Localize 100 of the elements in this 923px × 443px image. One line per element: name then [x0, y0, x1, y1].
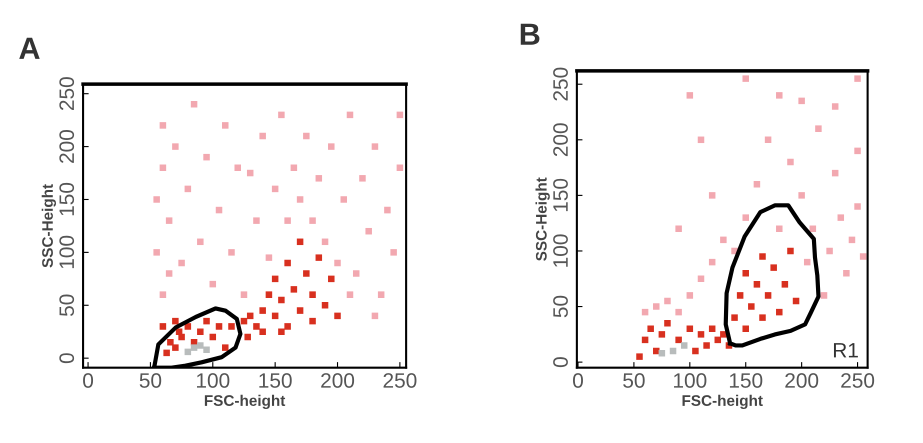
point: [316, 175, 322, 182]
x-tick-label: 200: [785, 373, 818, 388]
point: [163, 350, 170, 356]
y-tick-label: 200: [553, 123, 568, 156]
point: [253, 217, 260, 224]
point: [210, 280, 216, 288]
y-tick-label: 100: [59, 236, 74, 268]
point: [190, 101, 198, 108]
point: [352, 270, 360, 277]
point: [664, 298, 671, 304]
x-tick-label: 250: [841, 373, 874, 388]
point: [184, 348, 192, 356]
point: [272, 276, 278, 282]
point: [172, 344, 179, 351]
point: [708, 192, 716, 199]
annotation: R1: [834, 343, 858, 358]
point: [203, 318, 210, 324]
point: [742, 214, 749, 221]
y-tick-label: 250: [553, 68, 568, 101]
point: [259, 328, 266, 335]
point: [166, 217, 172, 224]
x-axis-title: FSC-height: [204, 394, 286, 410]
point: [748, 303, 755, 310]
point: [160, 323, 166, 330]
point: [642, 336, 648, 344]
point: [172, 318, 179, 324]
point: [860, 253, 866, 260]
point: [782, 281, 788, 288]
point: [166, 270, 172, 277]
point: [664, 320, 671, 326]
point: [153, 249, 160, 256]
point: [384, 206, 391, 214]
point: [160, 291, 166, 298]
point: [686, 92, 694, 99]
point: [266, 254, 272, 261]
point: [731, 314, 738, 321]
point: [278, 328, 285, 335]
point: [686, 292, 694, 299]
point: [396, 112, 404, 118]
point: [153, 196, 160, 203]
point: [776, 308, 783, 316]
point: [670, 348, 676, 354]
point: [798, 98, 805, 104]
point: [197, 328, 204, 335]
point: [272, 186, 278, 192]
point: [720, 236, 727, 244]
point: [178, 334, 185, 340]
point: [675, 225, 682, 232]
point: [246, 312, 254, 320]
point: [216, 323, 222, 330]
x-tick-label: 0: [83, 373, 94, 388]
point: [228, 249, 235, 256]
point: [787, 158, 794, 166]
point: [759, 314, 766, 321]
point: [240, 291, 248, 298]
point: [686, 326, 694, 332]
point: [197, 238, 204, 246]
point: [642, 308, 648, 316]
point: [680, 342, 688, 349]
y-tick-label: 150: [553, 178, 568, 212]
point: [303, 132, 310, 140]
point: [754, 281, 760, 288]
point: [184, 186, 192, 192]
point: [210, 334, 216, 340]
y-axis-title: SSC-Height: [42, 184, 56, 268]
point: [296, 238, 304, 246]
point: [675, 308, 682, 316]
point: [815, 125, 822, 132]
point: [197, 342, 204, 349]
point: [396, 164, 404, 171]
point: [776, 92, 783, 99]
point: [346, 291, 354, 298]
point: [334, 260, 341, 266]
y-axis-title: SSC-Height: [536, 177, 550, 261]
point: [848, 236, 856, 244]
point: [222, 344, 229, 351]
point: [246, 170, 254, 176]
point: [714, 336, 722, 344]
point: [658, 350, 666, 356]
point: [346, 112, 354, 118]
point: [309, 217, 316, 224]
point: [698, 276, 704, 282]
point: [365, 228, 372, 234]
point: [636, 353, 643, 360]
point: [854, 75, 861, 82]
point: [296, 196, 304, 203]
point: [216, 206, 222, 214]
point: [708, 258, 716, 266]
point: [787, 248, 794, 254]
point: [266, 291, 272, 298]
point: [309, 318, 316, 324]
point: [203, 154, 210, 160]
x-tick-label: 50: [623, 373, 645, 388]
point: [222, 122, 229, 129]
point: [776, 225, 783, 232]
point: [736, 292, 744, 299]
y-tick-label: 200: [59, 130, 74, 163]
point: [742, 270, 749, 276]
point: [328, 276, 335, 282]
point: [692, 348, 699, 354]
